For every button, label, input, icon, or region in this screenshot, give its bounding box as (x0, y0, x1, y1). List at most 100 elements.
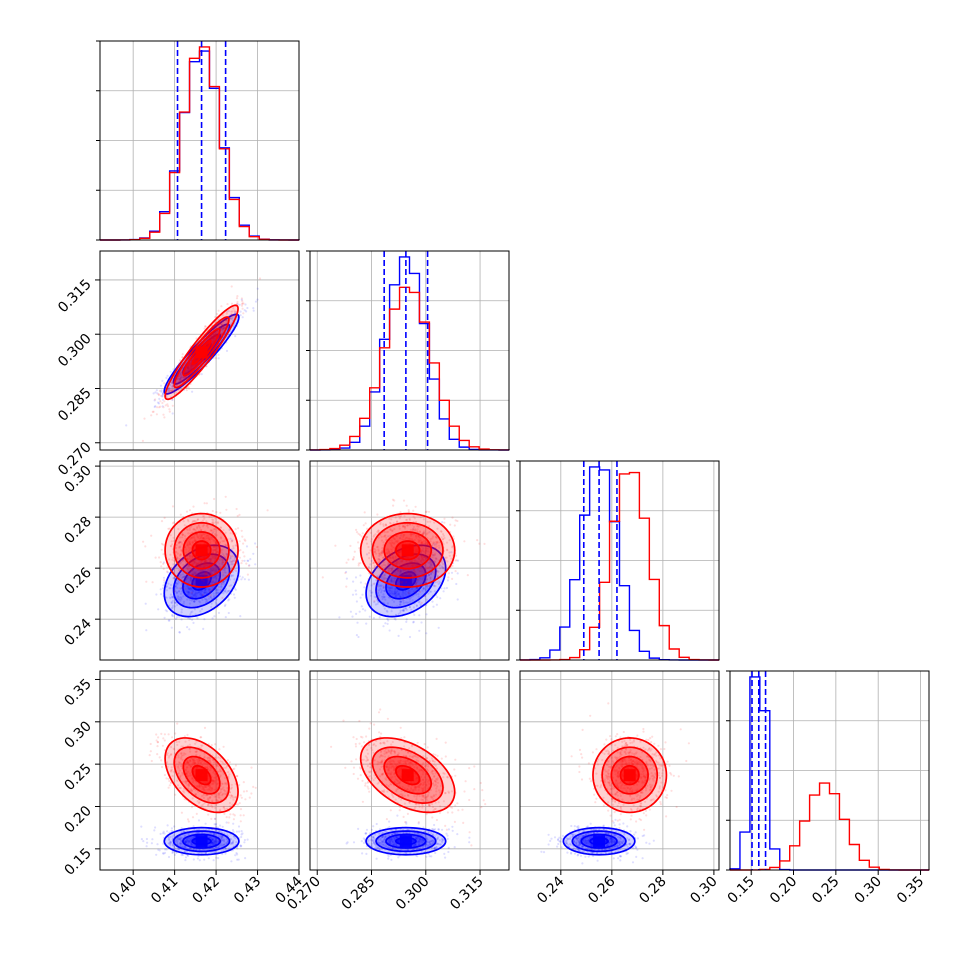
scatter-point (175, 591, 178, 595)
scatter-point (189, 365, 192, 368)
scatter-point (165, 589, 169, 592)
scatter-point (219, 526, 223, 529)
scatter-point (237, 858, 240, 861)
scatter-point (166, 566, 169, 569)
scatter-point (209, 596, 212, 599)
scatter-point (437, 570, 440, 573)
scatter-point (188, 362, 191, 365)
scatter-point (193, 571, 196, 574)
panel-content (142, 495, 269, 634)
scatter-point (180, 608, 183, 611)
scatter-point (212, 339, 215, 342)
scatter-point (432, 584, 435, 587)
scatter-point (213, 336, 216, 339)
scatter-point (212, 519, 215, 522)
scatter-point (191, 562, 194, 565)
scatter-point (422, 531, 425, 534)
scatter-point (201, 515, 205, 518)
scatter-point (171, 398, 174, 402)
scatter-point (186, 585, 189, 588)
scatter-point (359, 562, 362, 565)
scatter-point (179, 379, 182, 382)
scatter-point (219, 334, 222, 337)
scatter-point (211, 538, 214, 541)
scatter-point (159, 400, 162, 403)
scatter-point (232, 822, 235, 825)
scatter-point (178, 569, 181, 572)
scatter-point (170, 827, 173, 830)
scatter-point (240, 529, 243, 532)
scatter-point (225, 591, 228, 594)
scatter-point (397, 569, 400, 572)
scatter-point (184, 859, 187, 862)
scatter-point (193, 364, 196, 367)
panel-2-2 (516, 460, 720, 661)
scatter-point (212, 521, 215, 524)
scatter-point (420, 621, 423, 624)
scatter-point (382, 625, 385, 628)
scatter-point (252, 307, 255, 310)
scatter-point (155, 413, 158, 416)
scatter-point (207, 538, 210, 541)
scatter-point (217, 318, 220, 321)
scatter-point (209, 536, 213, 539)
scatter-point (235, 852, 238, 855)
scatter-point (215, 534, 218, 537)
scatter-point (191, 521, 194, 524)
scatter-point (402, 499, 406, 502)
scatter-point (228, 584, 231, 588)
scatter-point (224, 589, 227, 592)
scatter-point (230, 314, 233, 317)
scatter-point (142, 840, 145, 843)
scatter-point (216, 545, 219, 549)
scatter-point (226, 336, 229, 339)
scatter-point (222, 325, 225, 329)
scatter-point (214, 534, 217, 537)
scatter-point (177, 579, 180, 582)
scatter-point (188, 559, 192, 563)
scatter-point (211, 340, 214, 343)
scatter-point (189, 363, 192, 366)
scatter-point (187, 539, 190, 542)
scatter-point (400, 534, 403, 537)
scatter-point (399, 609, 402, 612)
scatter-point (223, 554, 226, 557)
scatter-point (191, 592, 194, 595)
scatter-point (240, 833, 243, 836)
scatter-point (161, 394, 164, 397)
scatter-point (198, 591, 201, 594)
scatter-point (181, 353, 184, 356)
scatter-point (380, 585, 383, 588)
scatter-point (243, 538, 246, 541)
scatter-point (187, 386, 190, 389)
scatter-point (254, 300, 258, 303)
scatter-point (162, 561, 165, 564)
scatter-point (196, 617, 199, 620)
scatter-point (383, 607, 386, 610)
scatter-point (189, 587, 192, 590)
scatter-point (177, 598, 180, 601)
scatter-point (170, 389, 173, 392)
scatter-point (187, 591, 190, 594)
scatter-point (456, 598, 459, 601)
scatter-point (187, 365, 190, 368)
scatter-point (220, 333, 223, 336)
scatter-point (232, 545, 235, 548)
scatter-point (412, 621, 415, 624)
scatter-point (365, 553, 369, 556)
scatter-point (240, 298, 243, 301)
scatter-point (227, 310, 230, 313)
scatter-point (223, 571, 226, 574)
scatter-point (210, 605, 213, 609)
scatter-point (216, 324, 219, 327)
scatter-point (212, 569, 215, 572)
scatter-point (182, 575, 185, 579)
scatter-point (171, 599, 174, 602)
scatter-point (214, 549, 217, 552)
scatter-point (200, 560, 203, 563)
scatter-point (182, 563, 185, 567)
scatter-point (183, 524, 186, 527)
scatter-point (216, 551, 219, 554)
scatter-point (433, 544, 436, 547)
scatter-point (181, 533, 184, 536)
